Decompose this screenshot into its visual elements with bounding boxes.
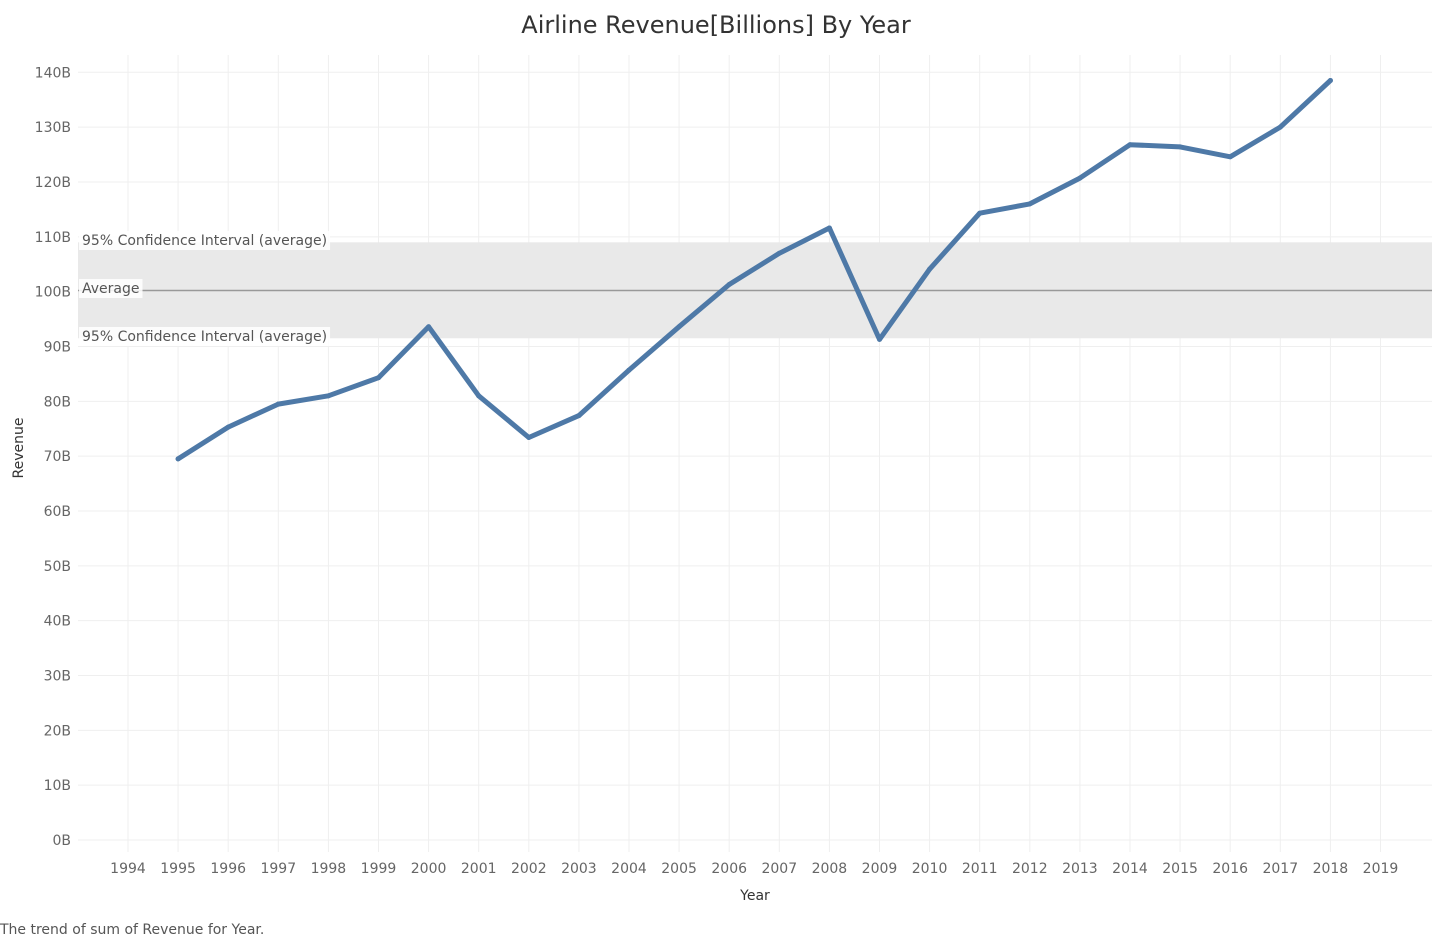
x-tick-label: 2007 xyxy=(761,861,797,877)
data-point xyxy=(1327,78,1333,84)
x-tick-label: 2011 xyxy=(962,861,998,877)
ci-upper-label: 95% Confidence Interval (average) xyxy=(82,233,327,249)
y-tick-label: 90B xyxy=(44,339,71,355)
data-point xyxy=(676,324,682,330)
x-tick-label: 2015 xyxy=(1162,861,1198,877)
x-tick-label: 2018 xyxy=(1313,861,1349,877)
y-tick-label: 40B xyxy=(44,614,71,630)
x-tick-label: 2009 xyxy=(862,861,898,877)
y-tick-label: 70B xyxy=(44,449,71,465)
data-point xyxy=(225,424,231,430)
data-point xyxy=(877,336,882,342)
data-point xyxy=(275,401,281,407)
y-tick-label: 50B xyxy=(44,559,71,575)
x-tick-label: 2001 xyxy=(461,861,497,877)
data-point xyxy=(1227,154,1233,160)
data-point xyxy=(526,435,532,441)
y-tick-label: 0B xyxy=(52,833,71,849)
y-tick-label: 30B xyxy=(44,668,71,684)
chart-caption: The trend of sum of Revenue for Year. xyxy=(0,922,265,938)
data-point xyxy=(426,324,432,330)
ci-lower-label: 95% Confidence Interval (average) xyxy=(82,329,327,345)
data-point xyxy=(476,393,482,399)
gridlines xyxy=(78,55,1432,852)
ci-upper-label-bg xyxy=(79,231,331,250)
x-tick-label: 1999 xyxy=(361,861,397,877)
x-tick-label: 2010 xyxy=(912,861,948,877)
reference-labels: 95% Confidence Interval (average) Average… xyxy=(79,231,331,346)
data-point xyxy=(1027,201,1033,207)
y-axis-ticks: 0B 10B 20B 30B 40B 50B 60B 70B 80B 90B 100B 110B 120… xyxy=(35,65,71,849)
y-tick-label: 100B xyxy=(35,285,71,301)
x-tick-label: 2002 xyxy=(511,861,547,877)
data-point xyxy=(376,375,381,381)
y-tick-label: 20B xyxy=(44,723,71,739)
x-tick-label: 1994 xyxy=(110,861,146,877)
x-axis-ticks: 1994 1995 1996 1997 1998 1999 2000 2001 2002 2003… xyxy=(110,861,1398,877)
x-tick-label: 2005 xyxy=(661,861,697,877)
x-tick-label: 1998 xyxy=(311,861,347,877)
x-tick-label: 2017 xyxy=(1262,861,1298,877)
x-tick-label: 1995 xyxy=(160,861,196,877)
y-tick-label: 130B xyxy=(35,120,71,136)
average-label: Average xyxy=(82,281,140,297)
x-axis-title: Year xyxy=(739,888,770,904)
y-tick-label: 120B xyxy=(35,175,71,191)
y-tick-label: 140B xyxy=(35,65,71,81)
series-layer xyxy=(175,78,1333,462)
x-tick-label: 2004 xyxy=(611,861,647,877)
data-point xyxy=(1277,124,1283,130)
y-tick-label: 80B xyxy=(44,394,71,410)
data-point xyxy=(826,225,832,231)
y-tick-label: 60B xyxy=(44,504,71,520)
data-point xyxy=(1077,175,1083,181)
data-point xyxy=(927,266,933,272)
average-label-bg xyxy=(79,279,143,298)
x-tick-label: 2008 xyxy=(812,861,848,877)
y-tick-label: 110B xyxy=(35,230,71,246)
x-tick-label: 2019 xyxy=(1363,861,1399,877)
y-tick-label: 10B xyxy=(44,778,71,794)
data-point xyxy=(175,456,181,462)
data-point xyxy=(325,393,331,399)
data-point xyxy=(1127,142,1133,148)
ci-lower-label-bg xyxy=(79,327,331,346)
confidence-band xyxy=(78,242,1432,339)
x-tick-label: 1996 xyxy=(210,861,246,877)
x-tick-label: 2012 xyxy=(1012,861,1048,877)
y-axis-title: Revenue xyxy=(11,418,27,479)
x-tick-label: 1997 xyxy=(260,861,296,877)
data-point xyxy=(576,413,582,419)
x-tick-label: 2006 xyxy=(711,861,747,877)
data-point xyxy=(977,210,983,216)
data-point xyxy=(626,367,632,373)
x-tick-label: 2003 xyxy=(561,861,597,877)
chart-title: Airline Revenue[Billions] By Year xyxy=(521,11,911,39)
x-tick-label: 2013 xyxy=(1062,861,1098,877)
data-point xyxy=(726,282,732,288)
data-point xyxy=(1177,144,1183,150)
series-line-revenue xyxy=(175,78,1333,462)
x-tick-label: 2014 xyxy=(1112,861,1148,877)
x-tick-label: 2000 xyxy=(411,861,447,877)
x-tick-label: 2016 xyxy=(1212,861,1248,877)
data-point xyxy=(776,250,782,256)
